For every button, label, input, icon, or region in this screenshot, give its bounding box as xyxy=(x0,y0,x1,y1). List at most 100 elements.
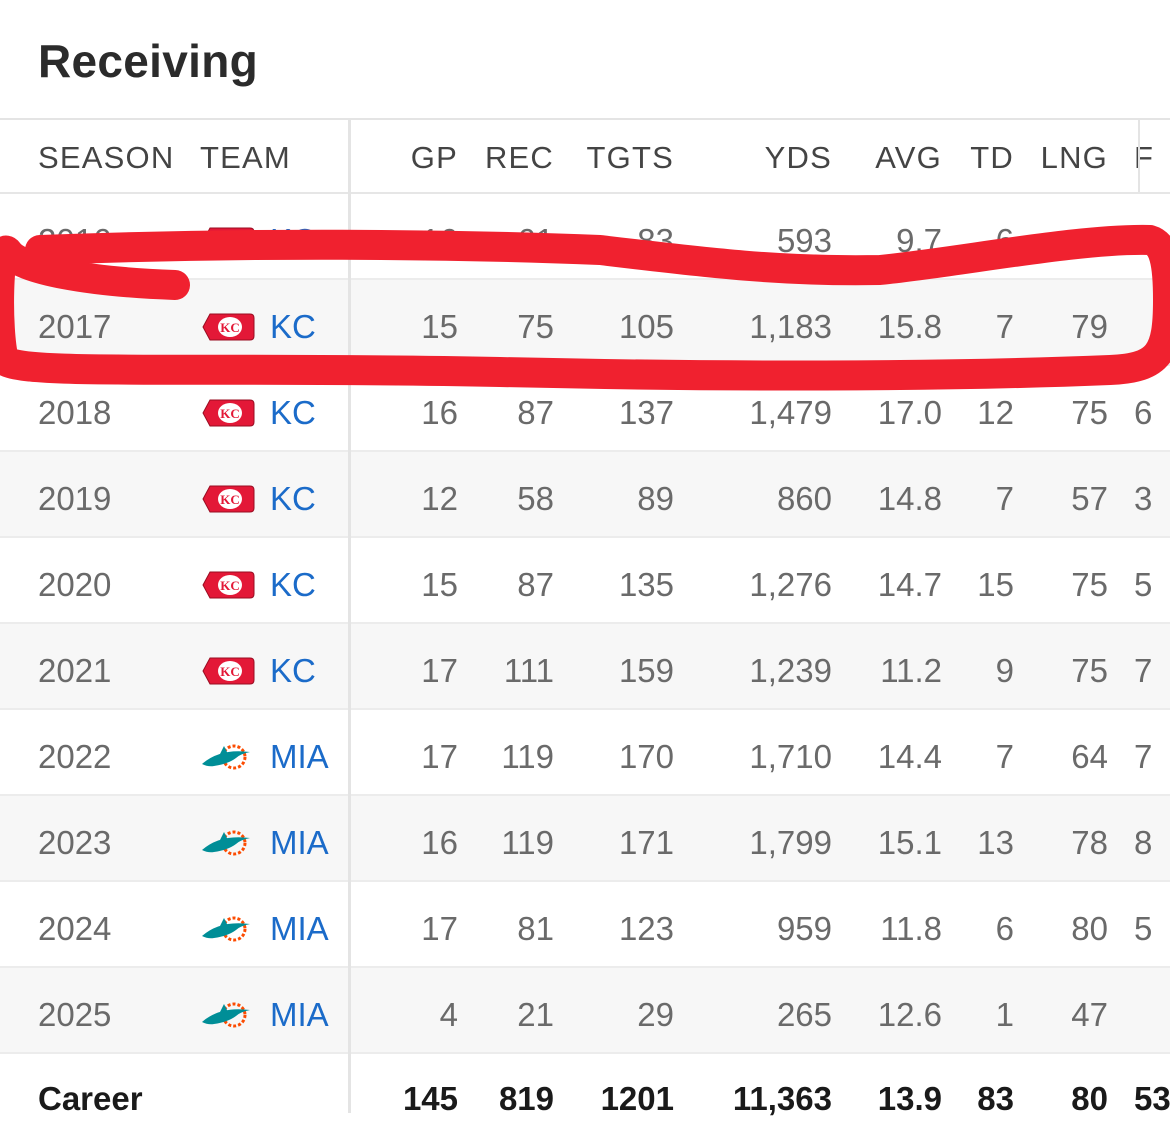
chiefs-logo-icon: KC xyxy=(202,313,255,341)
gp-cell: 16 xyxy=(421,824,458,861)
dolphins-logo-icon xyxy=(202,830,250,856)
team-abbr[interactable]: KC xyxy=(270,222,316,259)
team-link[interactable]: KC KC xyxy=(200,538,316,622)
table-row: 2017 KC KC 15 75 105 1,183 15.8 7 79 xyxy=(0,280,1170,366)
avg-cell: 14.7 xyxy=(877,566,942,603)
career-label: Career xyxy=(38,1080,143,1117)
col-header-tgts[interactable]: TGTS xyxy=(586,140,674,175)
gp-cell: 15 xyxy=(421,566,458,603)
truncated-cell xyxy=(1134,280,1170,364)
team-abbr[interactable]: KC xyxy=(270,652,316,689)
svg-text:KC: KC xyxy=(220,234,240,249)
team-link[interactable]: MIA xyxy=(200,968,329,1052)
avg-cell: 12.6 xyxy=(877,996,942,1033)
table-row: 2022 MIA 17 119 170 1,710 14.4 7 64 7 xyxy=(0,710,1170,796)
team-link[interactable]: KC KC xyxy=(200,452,316,536)
lng-cell: 49 xyxy=(1071,222,1108,259)
gp-cell: 4 xyxy=(439,996,458,1033)
career-gp: 145 xyxy=(402,1080,458,1117)
lng-cell: 75 xyxy=(1071,566,1108,603)
team-abbr[interactable]: MIA xyxy=(270,996,329,1033)
team-link[interactable]: KC KC xyxy=(200,366,316,450)
team-link[interactable]: KC KC xyxy=(200,280,316,364)
dolphins-logo-icon xyxy=(202,1002,250,1028)
chiefs-logo-icon: KC xyxy=(202,657,255,685)
tgts-cell: 170 xyxy=(618,738,674,775)
career-yds: 11,363 xyxy=(732,1080,832,1117)
rec-cell: 61 xyxy=(517,222,554,259)
col-header-gp[interactable]: GP xyxy=(410,140,458,175)
avg-cell: 11.2 xyxy=(880,652,942,689)
team-abbr[interactable]: MIA xyxy=(270,910,329,947)
gp-cell: 16 xyxy=(421,394,458,431)
career-truncated-value: 53 xyxy=(1134,1080,1170,1117)
lng-cell: 64 xyxy=(1071,738,1108,775)
td-cell: 6 xyxy=(995,222,1014,259)
avg-cell: 14.4 xyxy=(877,738,942,775)
team-abbr[interactable]: KC xyxy=(270,394,316,431)
truncated-cell: 7 xyxy=(1134,738,1153,775)
table-row: 2019 KC KC 12 58 89 860 14.8 7 57 3 xyxy=(0,452,1170,538)
col-header-yds[interactable]: YDS xyxy=(764,140,832,175)
lng-cell: 79 xyxy=(1071,308,1108,345)
col-header-lng[interactable]: LNG xyxy=(1040,140,1108,175)
season-cell: 2022 xyxy=(38,738,112,775)
lng-cell: 75 xyxy=(1071,652,1108,689)
tgts-cell: 105 xyxy=(618,308,674,345)
col-header-rec[interactable]: REC xyxy=(484,140,554,175)
team-abbr[interactable]: KC xyxy=(270,480,316,517)
rec-cell: 119 xyxy=(501,738,554,775)
yds-cell: 1,710 xyxy=(749,738,832,775)
svg-text:KC: KC xyxy=(220,664,240,679)
table-row: 2018 KC KC 16 87 137 1,479 17.0 12 75 6 xyxy=(0,366,1170,452)
table-row: 2020 KC KC 15 87 135 1,276 14.7 15 75 5 xyxy=(0,538,1170,624)
team-link[interactable]: KC KC xyxy=(200,194,316,278)
table-row: 2025 MIA 4 21 29 265 12.6 1 47 xyxy=(0,968,1170,1054)
team-link[interactable]: MIA xyxy=(200,710,329,794)
team-abbr[interactable]: MIA xyxy=(270,824,329,861)
avg-cell: 15.1 xyxy=(877,824,942,861)
rec-cell: 58 xyxy=(517,480,554,517)
team-link[interactable]: MIA xyxy=(200,882,329,966)
team-link[interactable]: KC KC xyxy=(200,624,316,708)
tgts-cell: 123 xyxy=(618,910,674,947)
receiving-stats-table: SEASON TEAM GP REC TGTS YDS AVG TD LNG F… xyxy=(0,118,1170,1138)
chiefs-logo-icon: KC xyxy=(202,571,255,599)
team-link[interactable]: MIA xyxy=(200,796,329,880)
avg-cell: 11.8 xyxy=(880,910,942,947)
truncated-cell: 6 xyxy=(1134,394,1153,431)
yds-cell: 959 xyxy=(776,910,832,947)
col-header-team[interactable]: TEAM xyxy=(200,140,291,175)
season-cell: 2018 xyxy=(38,394,112,431)
rec-cell: 75 xyxy=(517,308,554,345)
avg-cell: 17.0 xyxy=(877,394,942,431)
lng-cell: 80 xyxy=(1071,910,1108,947)
col-header-td[interactable]: TD xyxy=(970,140,1014,175)
table-row: 2016 KC KC 16 61 83 593 9.7 6 49 1 xyxy=(0,194,1170,280)
season-cell: 2025 xyxy=(38,996,112,1033)
team-abbr[interactable]: MIA xyxy=(270,738,329,775)
yds-cell: 593 xyxy=(776,222,832,259)
column-divider-right xyxy=(1138,118,1140,192)
td-cell: 13 xyxy=(977,824,1014,861)
season-cell: 2023 xyxy=(38,824,112,861)
dolphins-logo-icon xyxy=(202,744,250,770)
avg-cell: 9.7 xyxy=(896,222,942,259)
career-lng: 80 xyxy=(1071,1080,1108,1117)
truncated-cell: 3 xyxy=(1134,480,1153,517)
truncated-cell xyxy=(1134,968,1170,1052)
col-header-season[interactable]: SEASON xyxy=(38,140,175,175)
gp-cell: 15 xyxy=(421,308,458,345)
team-abbr[interactable]: KC xyxy=(270,308,316,345)
td-cell: 7 xyxy=(995,308,1014,345)
team-abbr[interactable]: KC xyxy=(270,566,316,603)
tgts-cell: 137 xyxy=(618,394,674,431)
page-title: Receiving xyxy=(38,35,259,87)
lng-cell: 47 xyxy=(1071,996,1108,1033)
table-row: 2023 MIA 16 119 171 1,799 15.1 13 78 8 xyxy=(0,796,1170,882)
table-row: 2021 KC KC 17 111 159 1,239 11.2 9 75 7 xyxy=(0,624,1170,710)
season-cell: 2017 xyxy=(38,308,112,345)
yds-cell: 265 xyxy=(776,996,832,1033)
rec-cell: 111 xyxy=(503,652,554,689)
col-header-avg[interactable]: AVG xyxy=(875,140,942,175)
